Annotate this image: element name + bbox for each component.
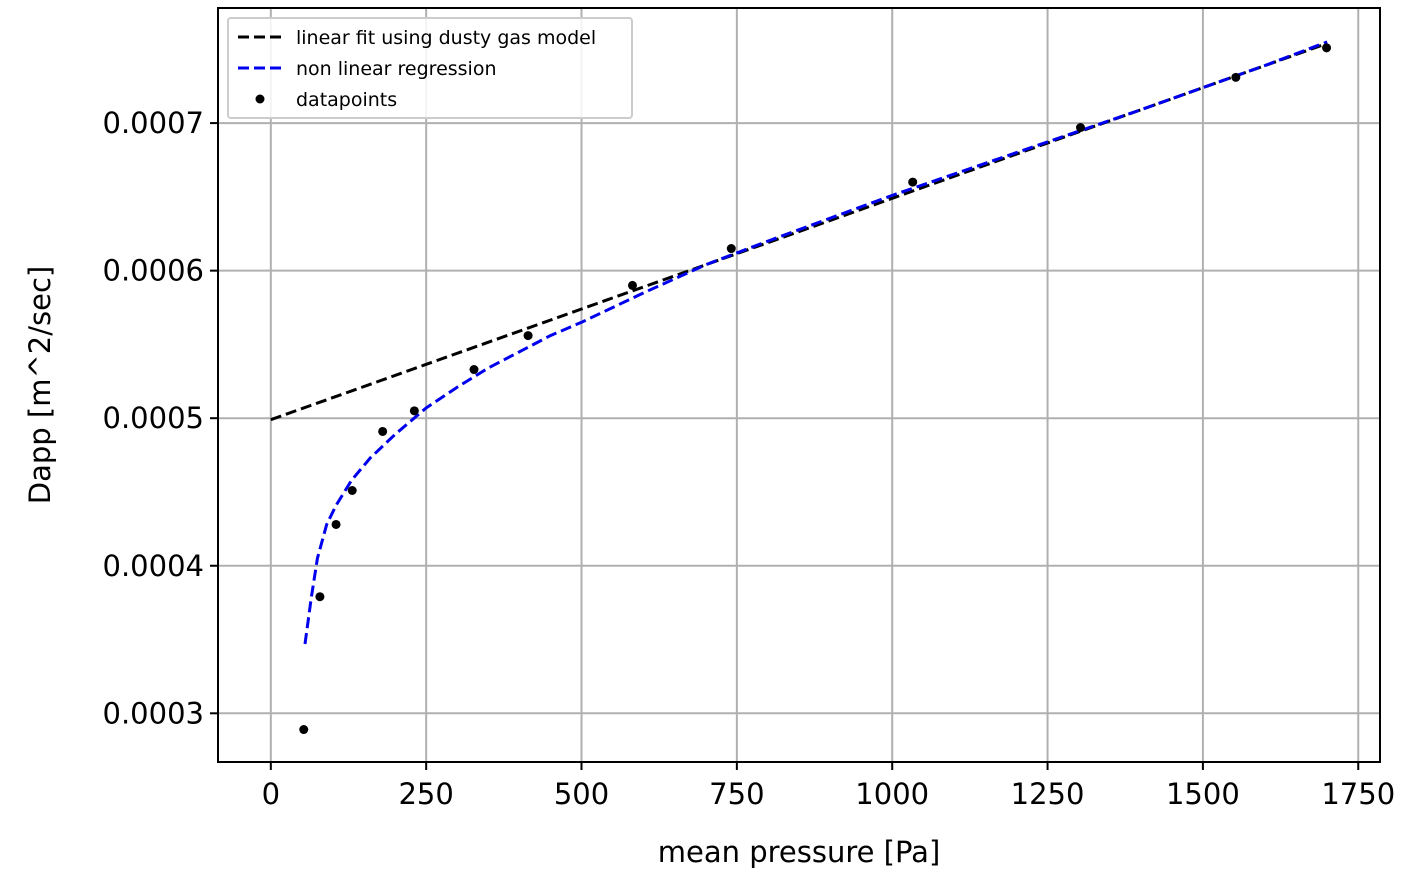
data-point (378, 426, 388, 436)
axes-frame (217, 7, 1381, 763)
data-point (469, 365, 479, 375)
data-point (726, 244, 736, 254)
data-point (1231, 72, 1241, 82)
x-tick-label: 1250 (1011, 777, 1085, 811)
y-tick-label: 0.0003 (103, 696, 204, 730)
legend-swatch-marker (255, 94, 265, 104)
legend-entry-label: datapoints (296, 89, 397, 111)
y-tick-label: 0.0006 (103, 254, 204, 288)
data-point (315, 592, 325, 602)
data-point (1075, 123, 1085, 133)
y-tick-label: 0.0004 (103, 549, 204, 583)
plot-area (270, 40, 1332, 735)
x-tick-label: 250 (398, 777, 453, 811)
x-tick-label: 500 (554, 777, 609, 811)
data-point (523, 331, 533, 341)
axis-ticks: 0 250 500 750 1000 1250 1500 1750 0.0003 0.0004 0.… (103, 106, 1396, 811)
data-point (908, 177, 918, 187)
x-tick-label: 750 (709, 777, 764, 811)
y-tick-label: 0.0007 (103, 106, 204, 140)
data-point (409, 406, 419, 416)
x-axis-label: mean pressure [Pa] (658, 835, 941, 869)
legend: linear fit using dusty gas model non line… (227, 17, 633, 119)
legend-entry-label: linear fit using dusty gas model (296, 27, 596, 49)
y-axis-label: Dapp [m^2/sec] (23, 266, 57, 504)
data-point (331, 519, 341, 529)
x-tick-label: 1750 (1321, 777, 1395, 811)
nonlinear-regression-line (303, 40, 1328, 645)
x-tick-label: 1000 (855, 777, 929, 811)
legend-entry-label: non linear regression (296, 58, 497, 80)
y-tick-label: 0.0005 (103, 401, 204, 435)
data-point (299, 725, 309, 735)
legend-box (227, 17, 633, 119)
data-point (627, 280, 637, 290)
data-point (1322, 43, 1332, 53)
grid-lines (218, 8, 1380, 762)
x-tick-label: 0 (262, 777, 280, 811)
x-tick-label: 1500 (1166, 777, 1240, 811)
data-point (347, 486, 357, 496)
